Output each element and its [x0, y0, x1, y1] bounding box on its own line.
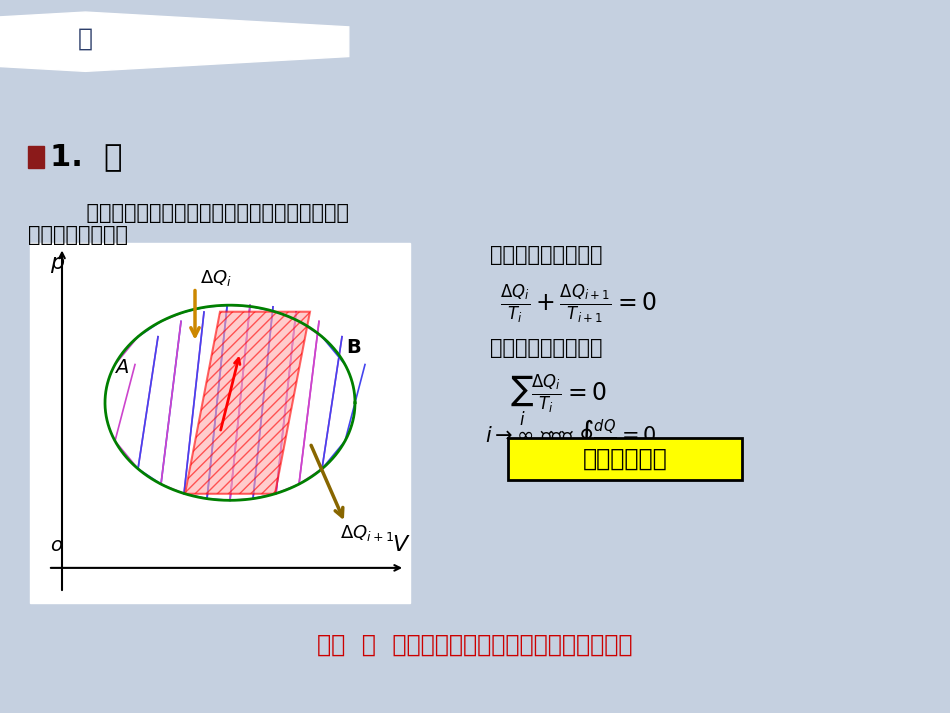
Text: 的卡诺循环组成。: 的卡诺循环组成。	[28, 225, 128, 245]
Text: $\sum_i\frac{\Delta Q_i}{T_i}=0$: $\sum_i\frac{\Delta Q_i}{T_i}=0$	[510, 373, 607, 429]
Text: $p$: $p$	[50, 255, 66, 275]
Text: 对所有微小循环求和: 对所有微小循环求和	[490, 338, 602, 358]
Text: $\mathbf{B}$: $\mathbf{B}$	[347, 339, 362, 357]
Text: 克劳修斯等式: 克劳修斯等式	[582, 447, 667, 471]
Text: 乡: 乡	[78, 27, 93, 51]
Bar	[30, 242, 410, 603]
Text: $\Delta Q_i$: $\Delta Q_i$	[200, 267, 232, 287]
Polygon shape	[185, 312, 310, 494]
Text: $A$: $A$	[114, 359, 128, 377]
FancyBboxPatch shape	[508, 438, 742, 480]
Text: 1.  熵: 1. 熵	[50, 142, 123, 171]
Bar	[28, 145, 44, 168]
Text: 结论  ：  对任一可逆循环过程，热温比之和为零: 结论 ： 对任一可逆循环过程，热温比之和为零	[317, 633, 633, 657]
Text: 对于如图所示的任意可逆循环，可以看做许多小: 对于如图所示的任意可逆循环，可以看做许多小	[60, 202, 349, 222]
Text: $i\rightarrow\infty$ 时，则 $\oint\frac{dQ}{T}=0$: $i\rightarrow\infty$ 时，则 $\oint\frac{dQ}…	[485, 418, 656, 454]
Text: 一微小可逆卡诺循环: 一微小可逆卡诺循环	[490, 245, 602, 265]
Text: $o$: $o$	[50, 536, 63, 555]
Text: $\Delta Q_{i+1}$: $\Delta Q_{i+1}$	[340, 523, 394, 543]
Text: $V$: $V$	[392, 535, 410, 555]
Text: $\frac{\Delta Q_i}{T_i}+\frac{\Delta Q_{i+1}}{T_{i+1}}=0$: $\frac{\Delta Q_i}{T_i}+\frac{\Delta Q_{…	[500, 282, 657, 326]
